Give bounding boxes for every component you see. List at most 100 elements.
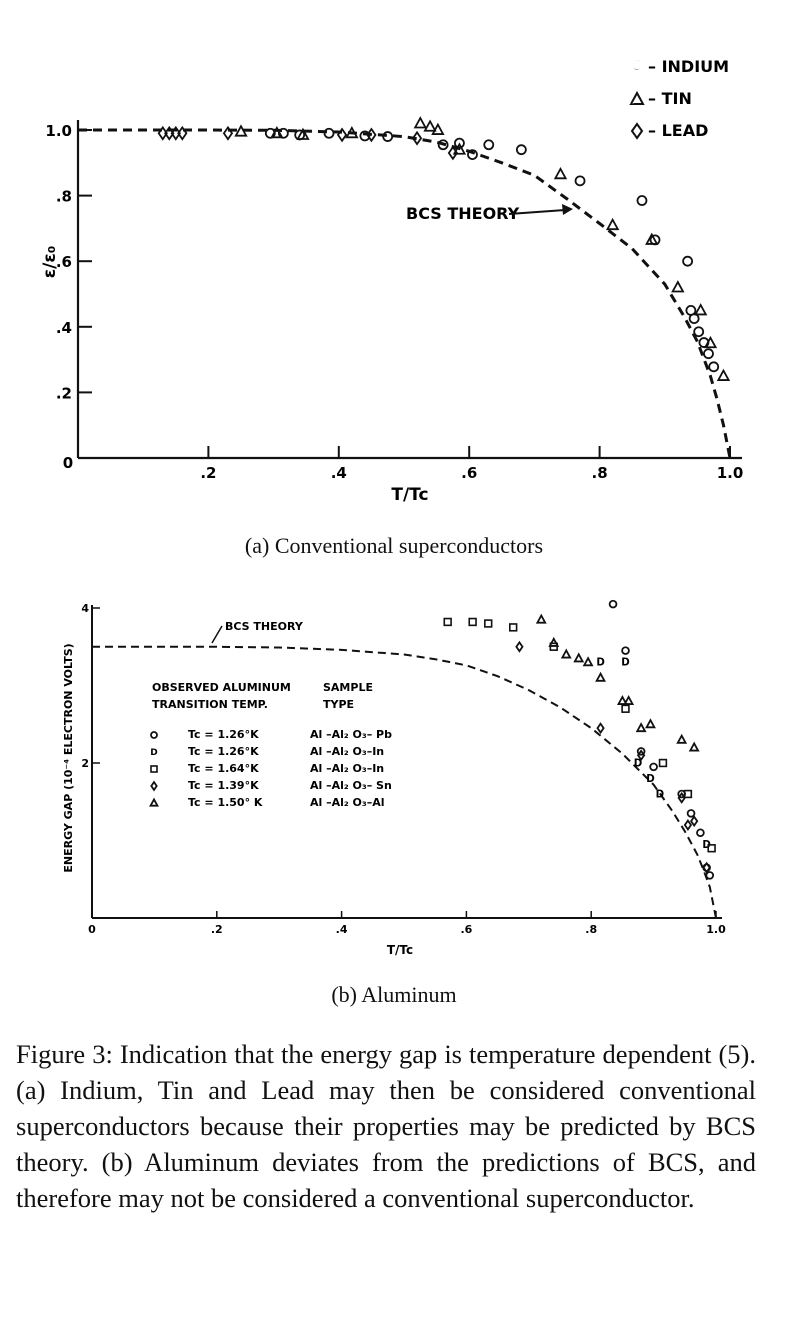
data-point-series-1 [636,747,646,756]
x-tick-label: .4 [331,464,347,482]
x-tick-label: .8 [592,464,608,482]
legend-marker [150,780,158,792]
annotation-pointer [211,625,223,644]
data-point-series-2: D [702,840,710,851]
data-point-tin [693,303,708,316]
data-point-tin [270,126,284,139]
data-point-series-1 [608,599,618,609]
data-point-series-1 [686,809,696,818]
data-point-series-2: D [656,789,664,800]
data-point-indium [483,139,495,151]
legend-sample-type: Al –Al₂ O₃– Pb [310,728,392,741]
x-axis-label: T/Tc [387,943,413,957]
x-tick-label: .4 [336,923,348,936]
data-point-series-3 [683,789,693,799]
figure-caption: Figure 3: Indication that the energy gap… [16,1039,756,1213]
bcs-annotation-label: BCS THEORY [225,620,304,633]
subcaption-a: (a) Conventional superconductors [244,533,544,558]
legend-triangle-marker [629,90,645,105]
data-point-tin [605,217,620,231]
data-point-tin [703,335,718,349]
legend-label-tin: Δ – TIN [630,103,634,105]
legend-marker [150,765,158,773]
legend-tc: Tc = 1.50° K [188,796,263,809]
data-point-tin [671,280,685,293]
data-point-indium [682,255,694,267]
data-point-tin [716,368,731,381]
y-axis-label: ε/ε₀ [40,246,60,279]
data-point-indium [708,361,720,373]
data-point-series-5 [573,652,585,663]
data-point-series-5 [645,718,656,729]
bcs-annotation-label: BCS THEORY [406,204,520,223]
data-point-tin [234,124,248,137]
data-points [157,116,731,381]
data-point-series-1 [649,762,658,772]
data-point-series-5 [548,636,560,647]
x-tick-label: 0 [88,923,96,936]
data-point-series-4 [683,818,693,832]
data-point-lead [447,145,459,161]
data-point-series-5 [616,695,628,705]
data-point-indium [515,144,527,156]
x-axis-label: T/Tc [391,485,428,505]
legend-title-type-line2: TYPE [323,698,354,711]
data-point-indium [323,127,335,139]
data-point-lead [157,125,168,141]
data-point-tin [413,116,427,129]
data-point-indium [688,313,700,325]
y-tick-label: 2 [81,757,89,770]
y-tick-label: 1.0 [45,122,72,140]
data-point-series-5 [635,722,647,733]
legend-sample-type: Al –Al₂ O₃–In [310,762,384,775]
data-point-series-1 [621,646,630,655]
data-point-tin [345,126,359,139]
x-tick-label: 1.0 [706,923,726,936]
data-point-tin [553,167,568,180]
x-tick-label: .6 [461,464,477,482]
data-point-series-3 [484,619,493,628]
legend-tc: Tc = 1.39°K [188,779,259,792]
legend-tc: Tc = 1.64°K [188,762,259,775]
data-point-indium [359,130,371,142]
data-point-series-5 [595,671,606,682]
y-tick-label: .2 [56,384,72,402]
annotation-arrow-line [508,209,566,215]
data-point-series-3 [707,844,716,853]
data-point-series-2: D [646,774,654,785]
data-point-lead [177,125,188,141]
data-point-series-3 [621,704,630,713]
data-point-series-5 [535,613,547,624]
y-tick-label: 4 [81,602,89,615]
data-point-tin [431,122,445,135]
y-tick-marks: 42 [81,602,100,770]
axes [91,605,722,919]
legend-label-indium: O – INDIUM [630,57,730,76]
legend-marker [150,731,158,739]
legend-title-temp-line2: TRANSITION TEMP. [152,698,268,711]
x-tick-label: .8 [585,923,597,936]
data-point-lead [411,130,423,146]
data-point-series-3 [658,758,668,768]
legend-marker [149,797,159,807]
x-tick-marks: .2 .4 .6 .8 1.0 [200,446,743,482]
data-point-series-1 [696,828,705,838]
legend-diamond-marker [630,122,644,140]
data-point-series-2: D [621,658,629,669]
data-point-series-4 [677,791,686,804]
data-point-series-4 [596,722,605,735]
data-point-lead [170,125,181,141]
data-point-lead [222,125,234,141]
x-tick-label: .2 [200,464,216,482]
y-tick-marks: 1.0 .8 .6 .4 .2 [45,122,92,402]
data-point-series-4 [515,640,524,653]
subcaption-b: (b) Aluminum [331,982,457,1007]
data-point-lead [366,127,377,143]
axes [76,120,742,460]
data-point-indium [454,137,465,149]
data-point-series-3 [443,617,452,627]
data-point-series-2: D [596,658,604,669]
legend-title-type-line1: SAMPLE [323,681,373,694]
